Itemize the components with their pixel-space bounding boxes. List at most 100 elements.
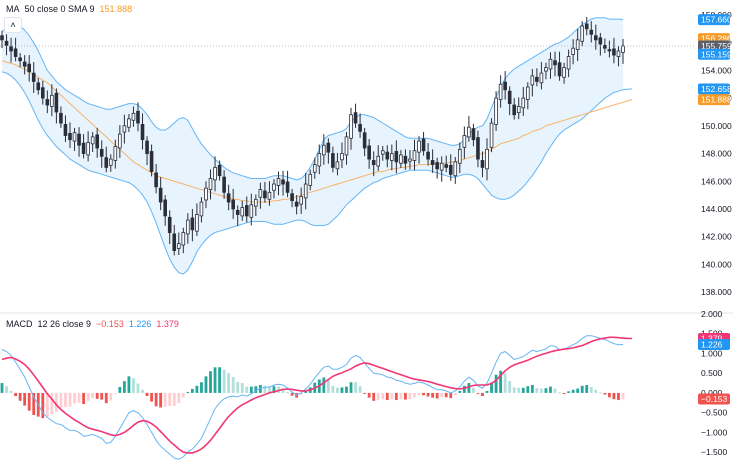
macd-price-tag-label: 1.226: [701, 340, 723, 350]
price-price-tag-label: 157.660: [701, 15, 732, 25]
candle-body: [580, 25, 585, 42]
macd-histogram-bar: [177, 392, 181, 404]
candle-body: [54, 92, 59, 113]
price-price-tag: [698, 94, 730, 106]
macd-histogram-bar: [512, 387, 516, 393]
bollinger-lower-line: [1, 71, 633, 275]
candle-body: [136, 110, 140, 124]
price-price-tag-label: 151.888: [701, 95, 732, 105]
macd-histogram-bar: [181, 392, 185, 398]
macd-histogram-bar: [109, 392, 113, 401]
candle-body: [72, 132, 77, 142]
macd-histogram-bar: [404, 392, 407, 400]
macd-histogram-bar: [150, 392, 153, 402]
candle-body: [172, 233, 177, 251]
macd-histogram-bar: [621, 392, 625, 400]
macd-histogram-bar: [304, 390, 308, 393]
macd-histogram-bar: [132, 378, 135, 393]
macd-histogram-bar: [5, 386, 8, 393]
candle-body: [303, 183, 308, 199]
macd-histogram-bar: [18, 392, 22, 401]
candle-body: [485, 148, 489, 170]
macd-histogram-bar: [444, 392, 448, 398]
macd-histogram-bar: [413, 392, 416, 398]
candle-body: [390, 153, 394, 161]
candle-body: [240, 207, 245, 217]
candle-body: [367, 145, 371, 160]
candle-body: [571, 47, 575, 55]
macd-legend: MACD 12 26 close 9 −0.153 1.226 1.379: [6, 319, 184, 329]
candle-body: [530, 75, 535, 86]
macd-axis-tick-label: 2.000: [701, 309, 723, 319]
candle-body: [380, 150, 385, 155]
candle-body: [281, 179, 285, 185]
collapse-legend-button[interactable]: ˄: [4, 17, 22, 33]
macd-histogram-bar: [64, 392, 67, 408]
candle-body: [9, 46, 13, 52]
macd-histogram-bar: [426, 392, 430, 397]
candle-body: [213, 166, 217, 181]
candle-body: [507, 90, 512, 105]
candle-body: [63, 124, 68, 136]
candle-body: [467, 126, 471, 138]
macd-histogram-bar: [263, 385, 267, 393]
candle-body: [208, 178, 213, 190]
candle-body: [471, 128, 476, 141]
macd-histogram-bar: [113, 392, 117, 394]
candle-body: [258, 189, 263, 198]
macd-histogram-bar: [100, 392, 104, 400]
macd-histogram-bar: [494, 374, 498, 393]
bollinger-upper-line: [1, 17, 624, 181]
price-price-tag-label: 155.159: [701, 49, 732, 59]
candle-body: [68, 133, 72, 141]
candle-body: [362, 132, 367, 149]
candle-body: [140, 124, 145, 141]
candle-body: [290, 193, 294, 202]
candle-body: [621, 45, 625, 53]
candle-body: [562, 67, 566, 78]
macd-axis-tick-label: −0.500: [701, 408, 728, 418]
macd-histogram-bar: [127, 376, 131, 393]
candle-body: [222, 176, 226, 193]
candle-body: [254, 198, 258, 207]
candle-body: [412, 150, 417, 161]
macd-axis-tick-label: −1.000: [701, 427, 728, 437]
candle-body: [86, 142, 90, 156]
candle-body: [462, 135, 467, 148]
macd-histogram-bar: [200, 382, 203, 393]
macd-histogram-bar: [141, 389, 144, 393]
candle-body: [376, 155, 381, 167]
macd-histogram-bar: [354, 382, 357, 393]
macd-line: [1, 335, 624, 460]
candle-body: [553, 60, 557, 66]
price-price-tag-label: 155.759: [701, 41, 732, 51]
price-axis-tick-label: 140.000: [701, 259, 732, 269]
macd-histogram-bar: [544, 388, 548, 393]
macd-histogram-bar: [549, 386, 552, 393]
macd-histogram-bar: [381, 392, 385, 400]
macd-histogram-bar: [372, 392, 376, 401]
macd-histogram-bar: [50, 392, 54, 415]
candle-body: [18, 57, 22, 62]
candle-body: [344, 136, 349, 156]
candle-body: [217, 164, 222, 177]
candle-body: [426, 151, 430, 160]
macd-histogram-bar: [526, 386, 530, 393]
candle-body: [494, 97, 498, 125]
macd-axis-tick-label: 0.500: [701, 368, 723, 378]
candle-body: [399, 154, 403, 164]
candle-body: [167, 216, 172, 233]
macd-histogram-bar: [0, 383, 4, 393]
candle-body: [394, 151, 399, 163]
chevron-up-icon: ˄: [10, 20, 16, 30]
macd-histogram-bar: [254, 386, 258, 393]
macd-histogram-bar: [617, 392, 620, 401]
macd-histogram-bar: [190, 388, 194, 393]
macd-signal-line: [1, 336, 633, 454]
macd-histogram-bar: [172, 392, 176, 406]
price-price-tag-label: 156.286: [701, 34, 732, 44]
candle-body: [385, 151, 390, 160]
price-axis-tick-label: 138.000: [701, 287, 732, 297]
macd-histogram-bar: [394, 392, 398, 401]
